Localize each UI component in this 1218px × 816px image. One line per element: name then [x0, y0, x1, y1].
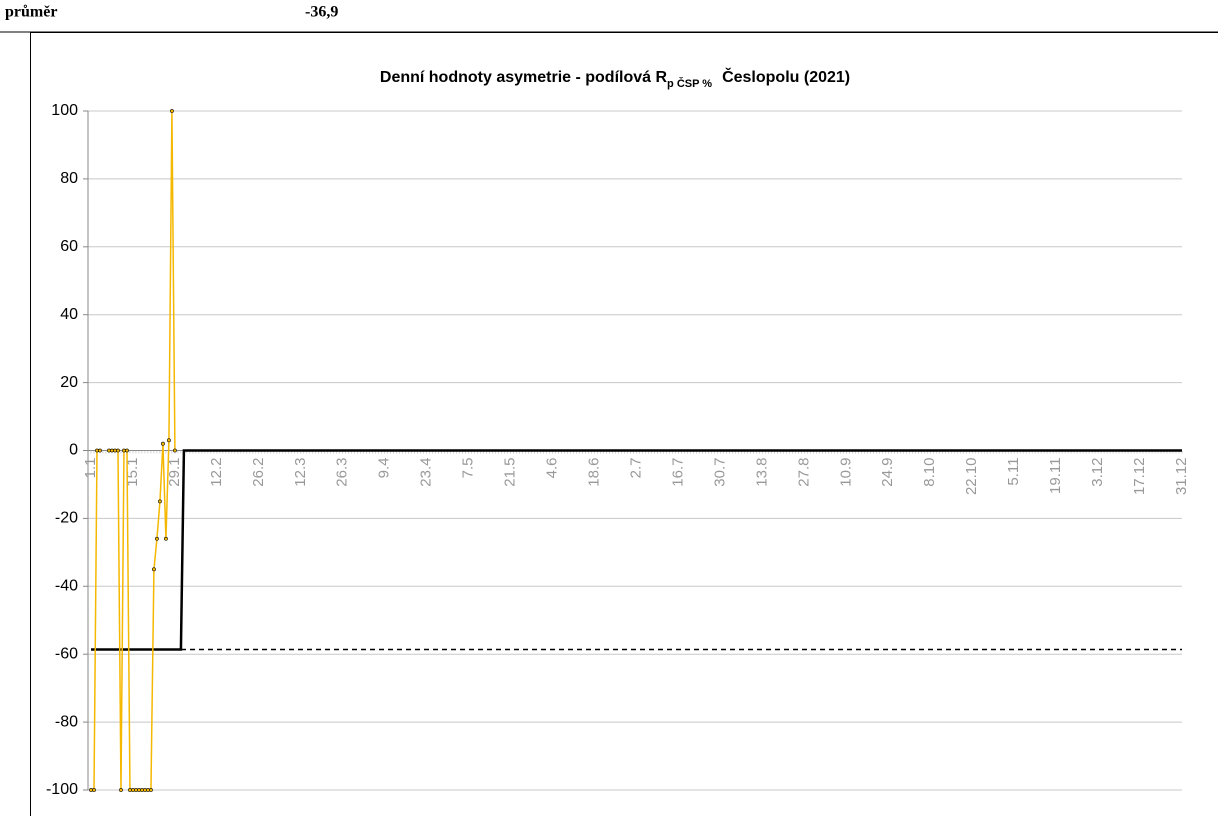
y-tick-label: -20	[55, 510, 78, 527]
point-marker	[92, 788, 96, 792]
x-tick-label: 12.2	[208, 458, 225, 487]
x-tick-label: 30.7	[711, 458, 728, 487]
point-marker	[119, 788, 123, 792]
point-marker	[161, 441, 165, 446]
x-tick-label: 26.2	[250, 458, 267, 487]
y-tick-label: -60	[55, 645, 78, 662]
y-tick-label: 40	[60, 306, 78, 323]
point-marker	[149, 788, 153, 792]
x-tick-label: 5.11	[1005, 457, 1022, 485]
x-tick-label: 27.8	[795, 458, 812, 487]
point-marker	[125, 448, 129, 453]
point-marker	[158, 499, 162, 504]
x-tick-label: 2.7	[627, 458, 644, 479]
x-tick-label: 17.12	[1131, 458, 1148, 496]
x-tick-label: 3.12	[1089, 458, 1106, 487]
x-tick-label: 7.5	[460, 458, 477, 479]
x-tick-label: 8.10	[921, 458, 938, 487]
x-tick-label: 26.3	[334, 458, 351, 487]
x-tick-label: 10.9	[837, 458, 854, 487]
header-label: průměr	[5, 4, 57, 21]
x-tick-label: 4.6	[544, 458, 561, 479]
x-tick-label: 31.12	[1173, 458, 1190, 496]
y-tick-label: -80	[55, 713, 78, 730]
x-tick-label: 18.6	[586, 458, 603, 487]
x-tick-label: 16.7	[669, 458, 686, 487]
title-rest: Česlopolu (2021)	[722, 67, 850, 86]
chart-title: Denní hodnoty asymetrie - podílová Rp ČS…	[380, 67, 850, 90]
title-main: Denní hodnoty asymetrie - podílová R	[380, 69, 668, 86]
y-tick-label: -40	[55, 578, 78, 595]
point-marker	[167, 438, 171, 443]
x-tick-label: 24.9	[879, 458, 896, 487]
series-line	[91, 449, 1182, 651]
x-tick-label: 22.10	[963, 458, 980, 496]
header-value: -36,9	[305, 4, 338, 21]
point-marker	[173, 448, 177, 453]
point-marker	[116, 448, 120, 453]
y-tick-label: 60	[60, 238, 78, 255]
point-marker	[155, 536, 159, 541]
y-tick-label: 100	[51, 102, 78, 119]
x-tick-label: 29.1	[166, 458, 183, 487]
y-tick-label: 80	[60, 170, 78, 187]
x-tick-label: 9.4	[376, 458, 393, 479]
x-tick-label: 13.8	[753, 458, 770, 487]
y-tick-label: -100	[46, 781, 78, 798]
y-tick-label: 20	[60, 374, 78, 391]
x-tick-label: 12.3	[292, 458, 309, 487]
chart-frame	[30, 32, 1218, 816]
x-tick-label: 1.1	[82, 458, 99, 479]
point-marker	[152, 567, 156, 572]
title-subscript: p ČSP %	[667, 77, 712, 90]
x-tick-label: 19.11	[1047, 458, 1064, 494]
point-marker	[170, 109, 174, 113]
x-tick-label: 21.5	[502, 457, 519, 486]
y-tick-label: 0	[69, 442, 78, 459]
x-tick-label: 15.1	[124, 458, 141, 487]
point-marker	[98, 448, 102, 453]
point-marker	[164, 536, 168, 541]
x-tick-label: 23.4	[418, 458, 435, 487]
